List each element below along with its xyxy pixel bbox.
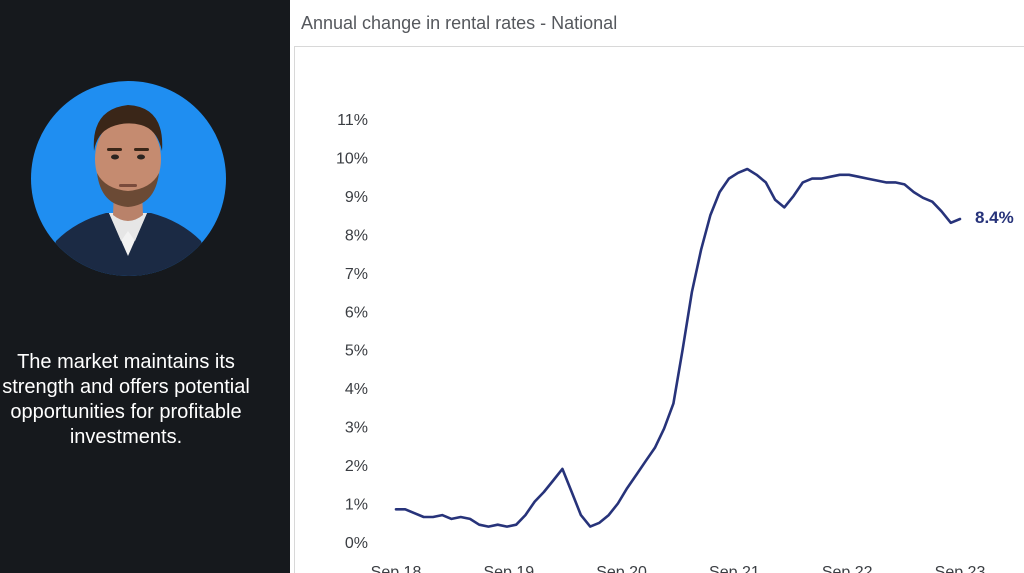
y-tick-label: 2% — [345, 458, 368, 475]
y-tick-label: 6% — [345, 304, 368, 321]
y-tick-label: 7% — [345, 266, 368, 283]
y-tick-label: 8% — [345, 227, 368, 244]
x-tick-label: Sep 19 — [483, 564, 534, 573]
title-divider — [294, 46, 1024, 47]
x-tick-label: Sep 23 — [935, 564, 986, 573]
y-tick-label: 0% — [345, 535, 368, 552]
presenter-panel: The market maintains its strength and of… — [0, 0, 290, 573]
y-tick-label: 1% — [345, 497, 368, 514]
presenter-avatar — [31, 81, 226, 276]
x-tick-label: Sep 21 — [709, 564, 760, 573]
x-tick-label: Sep 18 — [371, 564, 422, 573]
end-value-label: 8.4% — [975, 208, 1014, 227]
y-tick-label: 5% — [345, 343, 368, 360]
y-tick-label: 3% — [345, 420, 368, 437]
chart-title: Annual change in rental rates - National — [301, 13, 618, 33]
presenter-photo — [46, 105, 211, 276]
y-tick-label: 11% — [337, 112, 368, 129]
chart-panel: Annual change in rental rates - National… — [290, 0, 1024, 573]
y-tick-label: 4% — [345, 381, 368, 398]
x-tick-label: Sep 22 — [822, 564, 873, 573]
y-tick-label: 10% — [336, 150, 368, 167]
presenter-caption: The market maintains its strength and of… — [2, 351, 250, 448]
series-line — [394, 167, 962, 528]
x-tick-label: Sep 20 — [596, 564, 647, 573]
panel-border — [294, 46, 295, 573]
y-tick-label: 9% — [345, 189, 368, 206]
line-chart: 0% 1% 2% 3% 4% 5% 6% 7% 8% 9% 10% 11% Sep 18 Sep 19 Se… — [336, 112, 1014, 573]
